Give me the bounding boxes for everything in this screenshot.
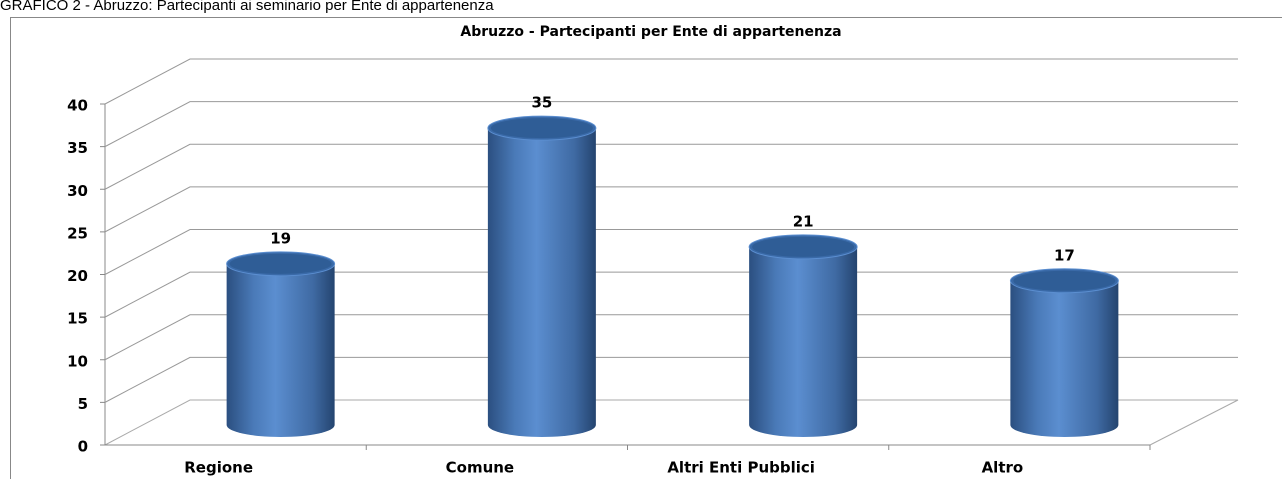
y-tick-label: 5 — [78, 395, 88, 413]
grid-line — [104, 143, 1238, 190]
data-label: 21 — [793, 212, 814, 230]
y-tick-label: 0 — [78, 438, 88, 456]
caption: GRAFICO 2 - Abruzzo: Partecipanti ai sem… — [0, 0, 494, 14]
data-label: 17 — [1054, 246, 1075, 264]
floor — [104, 399, 1239, 446]
data-label: 35 — [531, 94, 552, 112]
y-tick-label: 35 — [67, 139, 88, 157]
chart-frame — [10, 17, 1282, 479]
y-tick-label: 25 — [67, 224, 88, 242]
bar — [748, 234, 858, 437]
x-tick-label: Altri Enti Pubblici — [667, 459, 815, 477]
data-label: 19 — [270, 229, 291, 247]
grid-line — [104, 314, 1238, 361]
grid-line — [104, 58, 1238, 105]
y-tick-label: 20 — [67, 267, 88, 285]
grid-line — [104, 229, 1238, 275]
bar — [487, 115, 597, 437]
x-tick-label: Comune — [446, 459, 514, 477]
grid-line — [104, 101, 1238, 148]
x-tick-label: Altro — [982, 459, 1024, 477]
x-tick-label: Regione — [184, 459, 253, 477]
chart-title: Abruzzo - Partecipanti per Ente di appar… — [460, 24, 841, 40]
grid-line — [104, 271, 1238, 318]
y-tick-label: 30 — [67, 182, 88, 200]
grid-line — [104, 186, 1238, 233]
bar — [226, 251, 336, 437]
y-tick-label: 10 — [67, 352, 88, 370]
bar — [1009, 268, 1119, 437]
grid-line — [104, 356, 1238, 403]
y-tick-label: 15 — [67, 310, 88, 328]
y-tick-label: 40 — [67, 97, 88, 115]
